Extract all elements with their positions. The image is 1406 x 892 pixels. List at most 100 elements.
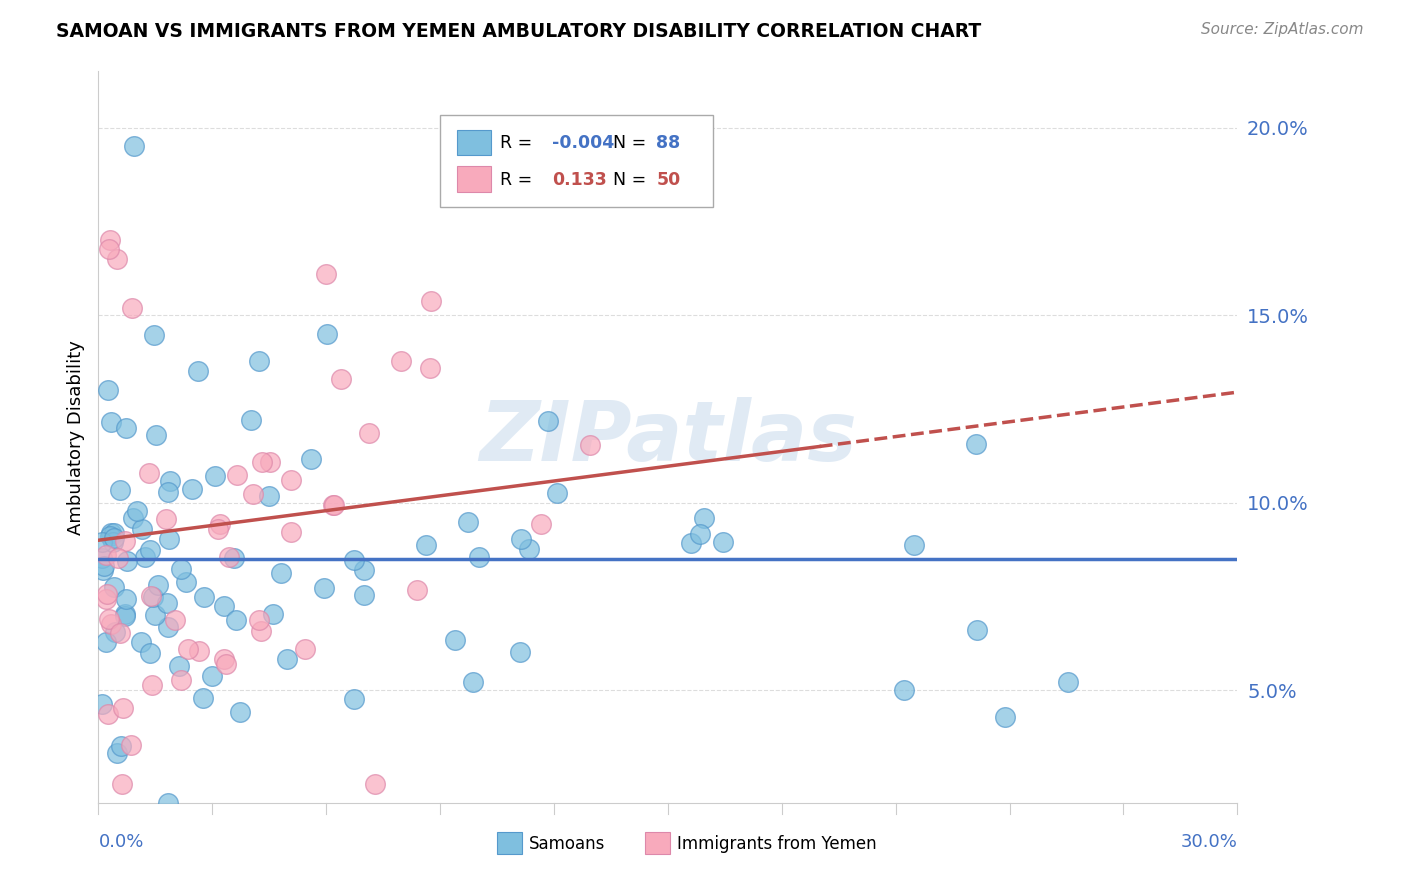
Text: 30.0%: 30.0%: [1181, 833, 1237, 851]
Point: [215, 657, 238, 671]
Point: [170, 562, 193, 576]
Point: [579, 438, 602, 452]
Point: [343, 692, 366, 706]
Point: [509, 645, 531, 659]
Point: [112, 701, 135, 715]
Point: [249, 624, 271, 639]
Point: [93, 559, 115, 574]
Point: [247, 613, 270, 627]
Point: [994, 710, 1017, 724]
Point: [222, 550, 245, 565]
Text: -0.004: -0.004: [551, 134, 614, 152]
Y-axis label: Ambulatory Disability: Ambulatory Disability: [66, 340, 84, 534]
Point: [120, 738, 142, 752]
Point: [364, 777, 387, 791]
Point: [122, 511, 145, 525]
Point: [225, 613, 247, 627]
Point: [443, 632, 465, 647]
Point: [893, 683, 915, 698]
Point: [419, 294, 441, 309]
Point: [134, 550, 156, 565]
Point: [98, 242, 121, 256]
Point: [314, 582, 336, 596]
Text: 0.0%: 0.0%: [98, 833, 143, 851]
Point: [101, 535, 124, 549]
Text: R =: R =: [501, 134, 538, 152]
Point: [174, 574, 197, 589]
Point: [315, 267, 337, 281]
Point: [91, 551, 114, 566]
Point: [131, 635, 153, 649]
Point: [143, 328, 166, 343]
Point: [353, 588, 375, 602]
Point: [1056, 675, 1078, 690]
Point: [229, 705, 252, 719]
Point: [104, 625, 127, 640]
Point: [97, 383, 120, 397]
Point: [100, 415, 122, 429]
Point: [280, 473, 302, 487]
Point: [415, 538, 437, 552]
Point: [391, 353, 413, 368]
Point: [96, 634, 118, 648]
Point: [155, 512, 177, 526]
Text: R =: R =: [501, 170, 538, 188]
Point: [111, 777, 134, 791]
Text: 50: 50: [657, 170, 681, 188]
Point: [242, 487, 264, 501]
Point: [91, 563, 114, 577]
Point: [91, 535, 114, 549]
Point: [218, 550, 240, 565]
Point: [96, 591, 118, 606]
Point: [250, 455, 273, 469]
Point: [353, 563, 375, 577]
Point: [91, 697, 114, 711]
Point: [159, 532, 181, 546]
Point: [139, 646, 162, 660]
Text: N =: N =: [613, 134, 652, 152]
Point: [148, 577, 170, 591]
Bar: [457, 130, 491, 155]
Point: [191, 690, 214, 705]
Point: [139, 589, 162, 603]
Point: [98, 529, 121, 543]
Point: [280, 525, 302, 540]
Point: [156, 485, 179, 500]
Point: [114, 533, 136, 548]
Point: [131, 522, 153, 536]
Point: [98, 233, 121, 247]
Point: [180, 483, 202, 497]
Point: [259, 455, 281, 469]
Point: [457, 515, 479, 529]
Point: [240, 413, 263, 427]
Point: [357, 426, 380, 441]
Point: [903, 538, 925, 552]
Point: [299, 452, 322, 467]
Text: Samoans: Samoans: [529, 836, 606, 854]
Text: N =: N =: [613, 170, 652, 188]
Point: [110, 626, 132, 640]
Point: [212, 651, 235, 665]
Point: [468, 550, 491, 565]
Point: [259, 489, 281, 503]
Point: [96, 587, 118, 601]
Point: [679, 536, 702, 550]
Point: [249, 354, 271, 368]
Text: 0.133: 0.133: [551, 170, 606, 188]
Point: [193, 590, 215, 604]
Point: [114, 609, 136, 624]
Point: [115, 421, 138, 435]
Bar: [645, 832, 671, 854]
Point: [103, 580, 125, 594]
Point: [97, 706, 120, 721]
Point: [127, 504, 149, 518]
Point: [419, 360, 441, 375]
Point: [510, 532, 533, 546]
Point: [177, 641, 200, 656]
Point: [329, 372, 352, 386]
Point: [100, 617, 122, 632]
Point: [689, 527, 711, 541]
Point: [145, 428, 167, 442]
Point: [201, 669, 224, 683]
Bar: [457, 167, 491, 192]
